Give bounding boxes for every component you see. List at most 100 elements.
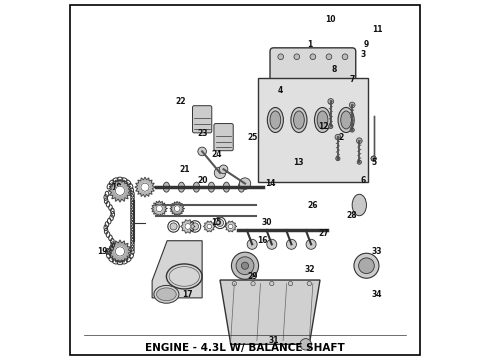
Circle shape: [328, 99, 334, 104]
Ellipse shape: [193, 182, 199, 192]
Ellipse shape: [154, 285, 179, 303]
Circle shape: [342, 54, 348, 60]
Polygon shape: [135, 177, 155, 197]
Polygon shape: [170, 202, 184, 216]
Circle shape: [278, 54, 284, 60]
Text: 8: 8: [332, 65, 337, 74]
FancyBboxPatch shape: [270, 48, 356, 91]
Ellipse shape: [338, 108, 354, 132]
Circle shape: [294, 54, 300, 60]
Ellipse shape: [163, 182, 170, 192]
Polygon shape: [220, 280, 320, 344]
Text: 17: 17: [183, 290, 193, 299]
Circle shape: [335, 134, 341, 140]
Text: 9: 9: [364, 40, 369, 49]
Circle shape: [247, 239, 257, 249]
Ellipse shape: [352, 194, 367, 216]
Polygon shape: [109, 240, 131, 263]
Text: 26: 26: [308, 201, 318, 210]
Text: 19: 19: [97, 247, 107, 256]
Circle shape: [357, 160, 362, 164]
Circle shape: [350, 128, 354, 132]
Circle shape: [231, 252, 259, 279]
Text: 7: 7: [349, 76, 355, 85]
Ellipse shape: [341, 111, 351, 129]
Text: 34: 34: [372, 290, 382, 299]
Ellipse shape: [178, 182, 185, 192]
Circle shape: [236, 257, 254, 275]
Circle shape: [156, 206, 162, 212]
Polygon shape: [152, 241, 202, 298]
Text: 27: 27: [318, 229, 329, 238]
Text: 3: 3: [360, 50, 366, 59]
FancyBboxPatch shape: [258, 78, 368, 182]
Text: 23: 23: [197, 129, 207, 138]
Circle shape: [349, 102, 355, 108]
Ellipse shape: [315, 108, 331, 132]
Circle shape: [287, 239, 296, 249]
Circle shape: [310, 54, 316, 60]
Circle shape: [356, 138, 362, 144]
Text: 32: 32: [304, 265, 315, 274]
Text: 22: 22: [175, 97, 186, 106]
Text: 5: 5: [371, 158, 376, 167]
Circle shape: [116, 186, 124, 195]
FancyBboxPatch shape: [214, 123, 233, 151]
Circle shape: [307, 282, 312, 286]
Text: 14: 14: [265, 179, 275, 188]
Text: 4: 4: [278, 86, 283, 95]
Polygon shape: [203, 221, 215, 232]
Text: 30: 30: [261, 219, 271, 228]
Text: 20: 20: [197, 176, 207, 185]
Circle shape: [228, 224, 233, 229]
Text: 31: 31: [269, 336, 279, 345]
Text: 10: 10: [325, 15, 336, 24]
Circle shape: [300, 339, 312, 350]
Circle shape: [326, 54, 332, 60]
Circle shape: [116, 247, 124, 256]
Circle shape: [267, 239, 277, 249]
Ellipse shape: [291, 108, 307, 132]
Text: 1: 1: [307, 40, 312, 49]
Ellipse shape: [208, 182, 215, 192]
Text: 2: 2: [339, 132, 344, 141]
Text: 12: 12: [318, 122, 329, 131]
Polygon shape: [109, 179, 131, 202]
Circle shape: [242, 262, 248, 269]
Circle shape: [170, 223, 177, 230]
Text: 25: 25: [247, 132, 257, 141]
Circle shape: [214, 167, 226, 179]
Text: ENGINE - 4.3L W/ BALANCE SHAFT: ENGINE - 4.3L W/ BALANCE SHAFT: [145, 343, 345, 353]
Circle shape: [217, 219, 223, 226]
Circle shape: [289, 282, 293, 286]
Circle shape: [251, 282, 255, 286]
Circle shape: [329, 124, 333, 129]
Text: 15: 15: [211, 219, 221, 228]
Text: 24: 24: [211, 150, 221, 159]
Text: 11: 11: [372, 26, 382, 35]
Text: 33: 33: [372, 247, 382, 256]
Ellipse shape: [223, 182, 230, 192]
Text: 6: 6: [360, 176, 366, 185]
Circle shape: [141, 183, 149, 191]
Text: 28: 28: [347, 211, 358, 220]
Ellipse shape: [268, 108, 283, 132]
Ellipse shape: [270, 111, 281, 129]
Circle shape: [192, 223, 198, 230]
Ellipse shape: [238, 182, 245, 192]
Circle shape: [220, 165, 228, 174]
Text: 29: 29: [247, 272, 257, 281]
Text: 18: 18: [111, 183, 122, 192]
Circle shape: [239, 178, 251, 189]
Circle shape: [306, 239, 316, 249]
Circle shape: [270, 282, 274, 286]
Circle shape: [359, 258, 374, 274]
Circle shape: [174, 206, 180, 211]
FancyBboxPatch shape: [193, 106, 212, 133]
Text: 16: 16: [258, 236, 268, 245]
Circle shape: [371, 156, 376, 161]
Ellipse shape: [294, 111, 304, 129]
Circle shape: [207, 224, 212, 229]
Circle shape: [354, 253, 379, 278]
Circle shape: [232, 282, 237, 286]
